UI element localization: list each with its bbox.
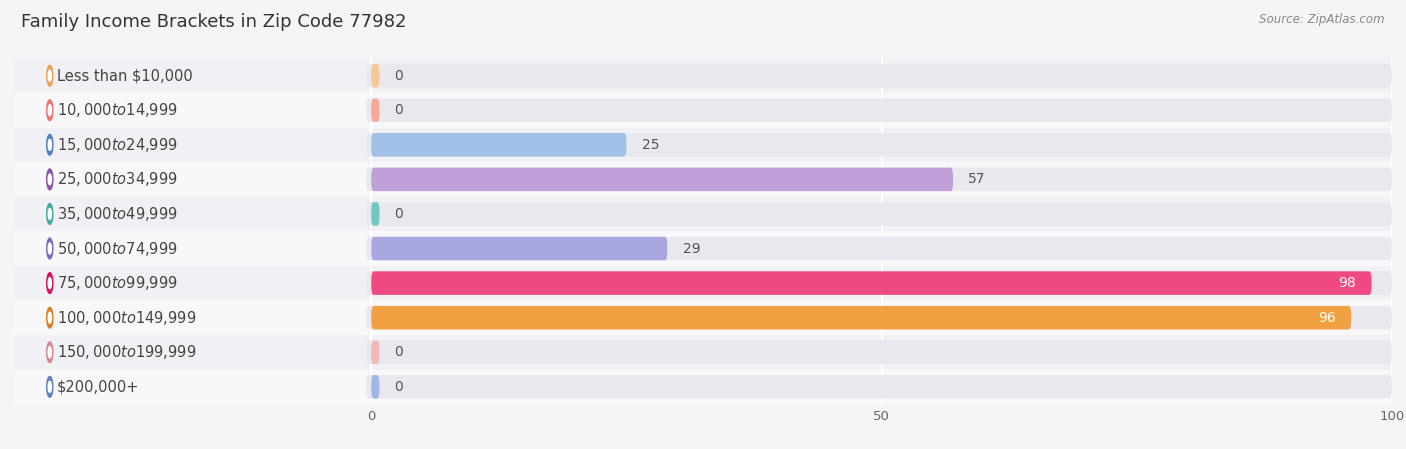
Bar xyxy=(14,162,1392,197)
Circle shape xyxy=(46,100,53,121)
FancyBboxPatch shape xyxy=(371,98,380,122)
Text: $15,000 to $24,999: $15,000 to $24,999 xyxy=(56,136,177,154)
Circle shape xyxy=(48,139,52,150)
Text: Source: ZipAtlas.com: Source: ZipAtlas.com xyxy=(1260,13,1385,26)
Bar xyxy=(14,93,1392,128)
Text: $50,000 to $74,999: $50,000 to $74,999 xyxy=(56,239,177,258)
Text: $35,000 to $49,999: $35,000 to $49,999 xyxy=(56,205,177,223)
FancyBboxPatch shape xyxy=(366,133,1392,157)
Text: $150,000 to $199,999: $150,000 to $199,999 xyxy=(56,343,197,361)
Circle shape xyxy=(46,342,53,363)
Bar xyxy=(14,58,1392,93)
FancyBboxPatch shape xyxy=(371,237,668,260)
Text: $75,000 to $99,999: $75,000 to $99,999 xyxy=(56,274,177,292)
Circle shape xyxy=(46,65,53,86)
FancyBboxPatch shape xyxy=(371,306,1351,330)
Circle shape xyxy=(48,347,52,358)
FancyBboxPatch shape xyxy=(366,64,1392,88)
Circle shape xyxy=(46,134,53,155)
Circle shape xyxy=(48,105,52,116)
FancyBboxPatch shape xyxy=(371,375,380,399)
Text: 57: 57 xyxy=(969,172,986,186)
Circle shape xyxy=(48,277,52,289)
Bar xyxy=(14,128,1392,162)
Text: 0: 0 xyxy=(394,207,402,221)
Circle shape xyxy=(46,307,53,328)
Text: 0: 0 xyxy=(394,103,402,117)
FancyBboxPatch shape xyxy=(371,202,380,226)
Circle shape xyxy=(48,243,52,254)
Circle shape xyxy=(46,203,53,224)
Text: 25: 25 xyxy=(641,138,659,152)
Text: 29: 29 xyxy=(682,242,700,255)
Circle shape xyxy=(46,238,53,259)
FancyBboxPatch shape xyxy=(371,167,953,191)
Text: $25,000 to $34,999: $25,000 to $34,999 xyxy=(56,170,177,189)
Circle shape xyxy=(48,174,52,185)
Text: $200,000+: $200,000+ xyxy=(56,379,139,394)
Bar xyxy=(14,266,1392,300)
Text: $100,000 to $149,999: $100,000 to $149,999 xyxy=(56,308,197,327)
Text: 98: 98 xyxy=(1339,276,1357,290)
Bar xyxy=(14,197,1392,231)
FancyBboxPatch shape xyxy=(371,340,380,364)
Text: Family Income Brackets in Zip Code 77982: Family Income Brackets in Zip Code 77982 xyxy=(21,13,406,31)
Text: 96: 96 xyxy=(1317,311,1336,325)
Bar xyxy=(14,300,1392,335)
FancyBboxPatch shape xyxy=(366,271,1392,295)
Circle shape xyxy=(46,273,53,294)
FancyBboxPatch shape xyxy=(371,271,1371,295)
FancyBboxPatch shape xyxy=(366,237,1392,260)
Circle shape xyxy=(46,376,53,397)
Circle shape xyxy=(46,169,53,190)
Circle shape xyxy=(48,312,52,323)
Text: 0: 0 xyxy=(394,380,402,394)
Bar xyxy=(14,231,1392,266)
Circle shape xyxy=(48,381,52,392)
Bar xyxy=(14,335,1392,370)
Circle shape xyxy=(48,70,52,81)
FancyBboxPatch shape xyxy=(371,133,627,157)
FancyBboxPatch shape xyxy=(366,340,1392,364)
Circle shape xyxy=(48,208,52,220)
FancyBboxPatch shape xyxy=(371,64,380,88)
Text: 0: 0 xyxy=(394,69,402,83)
FancyBboxPatch shape xyxy=(366,98,1392,122)
Bar xyxy=(14,370,1392,404)
FancyBboxPatch shape xyxy=(366,167,1392,191)
Text: $10,000 to $14,999: $10,000 to $14,999 xyxy=(56,101,177,119)
Text: Less than $10,000: Less than $10,000 xyxy=(56,68,193,83)
FancyBboxPatch shape xyxy=(366,306,1392,330)
FancyBboxPatch shape xyxy=(366,202,1392,226)
FancyBboxPatch shape xyxy=(366,375,1392,399)
Text: 0: 0 xyxy=(394,345,402,359)
